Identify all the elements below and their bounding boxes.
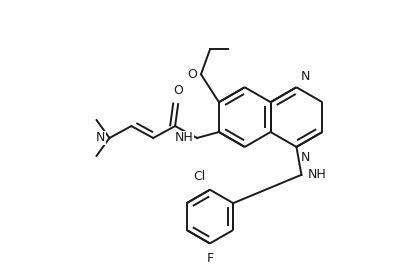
Text: O: O [173,84,183,97]
Text: F: F [206,252,213,265]
Text: N: N [300,151,310,164]
Text: Cl: Cl [194,170,206,183]
Text: O: O [187,68,197,81]
Text: N: N [300,70,310,83]
Text: NH: NH [307,168,326,181]
Text: N: N [96,131,105,144]
Text: NH: NH [174,131,193,144]
